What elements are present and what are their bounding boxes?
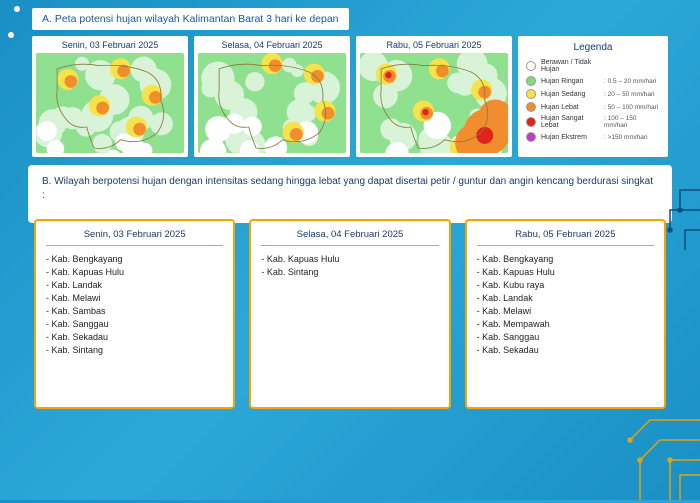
section-b-wrap: B. Wilayah berpotensi hujan dengan inten… <box>28 165 672 223</box>
legend-range: : 20 – 50 mm/hari <box>604 91 655 98</box>
section-a-header: A. Peta potensi hujan wilayah Kalimantan… <box>32 8 349 30</box>
region-item: Kab. Sintang <box>46 345 223 355</box>
region-list: Kab. Bengkayang Kab. Kapuas Hulu Kab. Kubu… <box>477 254 654 355</box>
legend-range: : 100 – 150 mm/hari <box>604 115 660 129</box>
region-list: Kab. Bengkayang Kab. Kapuas Hulu Kab. Land… <box>46 254 223 355</box>
legend-item-4: Hujan Sangat Lebat : 100 – 150 mm/hari <box>526 115 660 129</box>
decor-circuit-right <box>660 180 700 260</box>
legend-swatch <box>526 61 536 71</box>
legend-swatch <box>526 76 536 86</box>
region-item: Kab. Bengkayang <box>477 254 654 264</box>
day-card-0: Senin, 03 Februari 2025Kab. BengkayangKa… <box>34 219 235 409</box>
legend-label: Berawan / Tidak Hujan <box>541 59 599 73</box>
region-item: Kab. Landak <box>46 280 223 290</box>
map-image-1 <box>198 53 346 153</box>
region-item: Kab. Melawi <box>477 306 654 316</box>
map-image-2 <box>360 53 508 153</box>
legend-range: : 50 – 100 mm/hari <box>604 104 658 111</box>
legend-swatch <box>526 132 536 142</box>
legend-swatch <box>526 102 536 112</box>
region-item: Kab. Sekadau <box>477 345 654 355</box>
map-card-0: Senin, 03 Februari 2025 <box>32 36 188 157</box>
day-card-1: Selasa, 04 Februari 2025 Kab. Kapuas Hulu… <box>249 219 450 409</box>
region-item: Kab. Sambas <box>46 306 223 316</box>
legend-item-1: Hujan Ringan : 0.5 – 20 mm/hari <box>526 76 660 86</box>
region-item: Kab. Sintang <box>261 267 438 277</box>
map-title-1: Selasa, 04 Februari 2025 <box>198 40 346 50</box>
day-card-title: Senin, 03 Februari 2025 <box>46 229 223 246</box>
legend-swatch <box>526 89 536 99</box>
maps-row: Senin, 03 Februari 2025 Selasa, 04 Febru… <box>32 36 668 157</box>
region-item: Kab. Kubu raya <box>477 280 654 290</box>
legend-swatch <box>526 117 536 127</box>
legend-label: Hujan Ekstrem <box>541 134 599 141</box>
region-item: Kab. Mempawah <box>477 319 654 329</box>
legend-item-3: Hujan Lebat : 50 – 100 mm/hari <box>526 102 660 112</box>
legend-card: Legenda Berawan / Tidak Hujan Hujan Ringa… <box>518 36 668 157</box>
region-item: Kab. Sanggau <box>477 332 654 342</box>
legend-label: Hujan Sedang <box>541 91 599 98</box>
map-card-1: Selasa, 04 Februari 2025 <box>194 36 350 157</box>
section-a-title: A. Peta potensi hujan wilayah Kalimantan… <box>42 13 339 25</box>
region-item: Kab. Landak <box>477 293 654 303</box>
legend-label: Hujan Ringan <box>541 78 599 85</box>
section-b-title: B. Wilayah berpotensi hujan dengan inten… <box>42 175 658 203</box>
decor-circuit-bottom <box>580 380 700 500</box>
legend-item-2: Hujan Sedang : 20 – 50 mm/hari <box>526 89 660 99</box>
region-item: Kab. Kapuas Hulu <box>477 267 654 277</box>
region-item: Kab. Sekadau <box>46 332 223 342</box>
day-card-title: Rabu, 05 Februari 2025 <box>477 229 654 246</box>
map-title-0: Senin, 03 Februari 2025 <box>36 40 184 50</box>
region-item: Kab. Kapuas Hulu <box>261 254 438 264</box>
region-item: Kab. Bengkayang <box>46 254 223 264</box>
legend-item-0: Berawan / Tidak Hujan <box>526 59 660 73</box>
legend-label: Hujan Sangat Lebat <box>541 115 599 129</box>
region-item: Kab. Sanggau <box>46 319 223 329</box>
legend-item-5: Hujan Ekstrem : >150 mm/hari <box>526 132 660 142</box>
map-title-2: Rabu, 05 Februari 2025 <box>360 40 508 50</box>
legend-title: Legenda <box>526 42 660 53</box>
legend-label: Hujan Lebat <box>541 104 599 111</box>
day-card-title: Selasa, 04 Februari 2025 <box>261 229 438 246</box>
region-list: Kab. Kapuas Hulu Kab. Sintang <box>261 254 438 277</box>
map-card-2: Rabu, 05 Februari 2025 <box>356 36 512 157</box>
region-item: Kab. Kapuas Hulu <box>46 267 223 277</box>
region-item: Kab. Melawi <box>46 293 223 303</box>
legend-range: : >150 mm/hari <box>604 134 648 141</box>
day-cards-row: Senin, 03 Februari 2025Kab. BengkayangKa… <box>28 219 672 415</box>
map-image-0 <box>36 53 184 153</box>
legend-range: : 0.5 – 20 mm/hari <box>604 78 656 85</box>
